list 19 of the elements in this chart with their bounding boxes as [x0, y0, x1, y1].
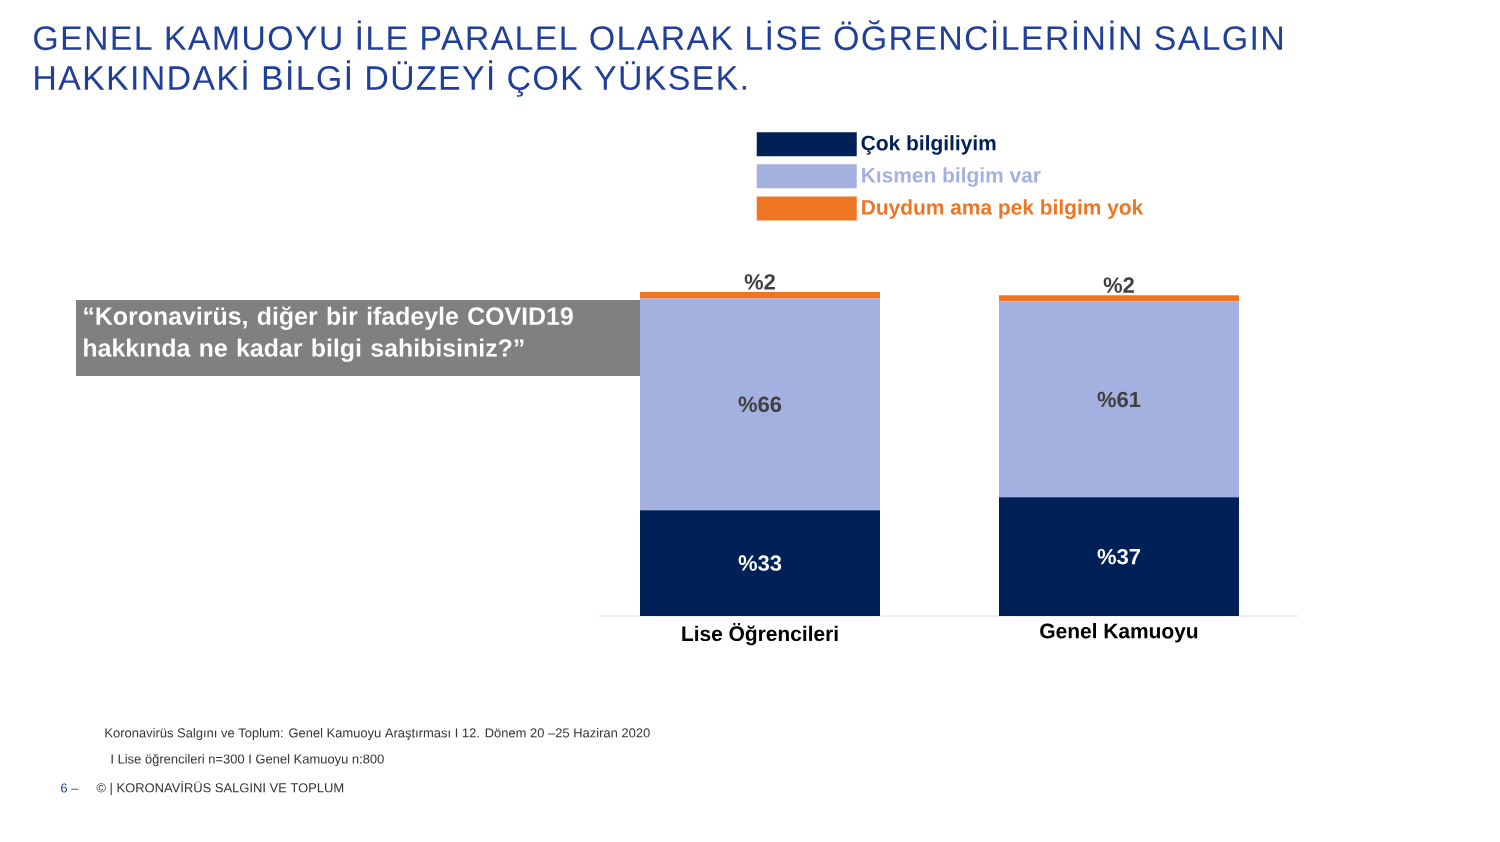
x-tick-label: Lise Öğrencileri	[682, 623, 838, 646]
data-label: %66	[738, 396, 782, 413]
data-label: %2	[744, 274, 775, 290]
chart-title: GENEL KAMUOYU İLE PARALEL OLARAK LİSE ÖĞRENCİLERİNİN SALGIN HAKKINDAKİ BİLGİ DÜZEYİ ÇOK YÜKSEK.	[34, 20, 1282, 97]
x-tick-label: Genel Kamuoyu	[1040, 623, 1198, 643]
data-label: %2	[1103, 277, 1134, 293]
bar	[640, 291, 881, 299]
data-label: %33	[738, 555, 782, 571]
data-label: %61	[1097, 391, 1141, 408]
data-label: %37	[1097, 548, 1140, 565]
bar	[998, 497, 1239, 616]
bar	[998, 295, 1239, 302]
legend-label: Duydum ama pek bilgim yok	[862, 199, 1144, 219]
legend-label: Çok bilgiliyim	[861, 135, 996, 155]
bar	[998, 301, 1239, 498]
bar	[640, 298, 881, 511]
text: “Koronavirüs, diğer bir ifadeyle COVID19 hakkında ne kadar bilgi sahibisiniz?”	[84, 306, 573, 362]
legend-label: Kısmen bilgim var	[862, 167, 1041, 187]
bar	[640, 510, 881, 616]
